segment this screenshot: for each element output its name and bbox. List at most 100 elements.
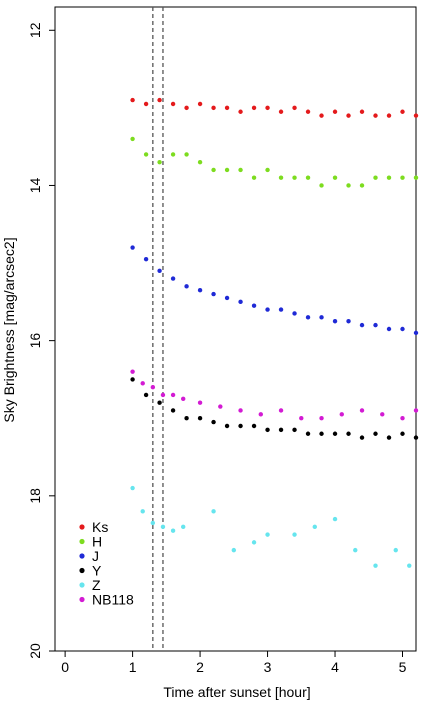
point-z (393, 547, 398, 553)
point-j (238, 299, 243, 305)
point-nb118 (218, 404, 223, 409)
point-j (143, 256, 149, 262)
y-tick-label: 18 (27, 488, 43, 504)
point-j (211, 291, 216, 297)
point-j (197, 288, 203, 293)
point-ks (157, 97, 162, 103)
point-j (251, 303, 257, 308)
legend-label-j: J (92, 548, 99, 564)
point-j (224, 295, 230, 301)
x-axis: 0 1 2 3 4 5 (61, 651, 407, 675)
point-j (184, 284, 189, 289)
point-y (251, 423, 257, 429)
point-ks (305, 109, 311, 114)
point-j (413, 330, 419, 336)
point-ks (224, 105, 230, 111)
legend-marker-y (79, 567, 85, 574)
point-nb118 (413, 408, 419, 413)
point-y (319, 431, 324, 436)
x-tick-label: 1 (129, 659, 137, 675)
x-tick-label: 4 (331, 659, 339, 675)
point-nb118 (160, 392, 166, 398)
point-h (332, 175, 338, 180)
legend-label-ks: Ks (92, 519, 108, 535)
point-z (292, 532, 297, 537)
point-ks (413, 113, 419, 118)
point-ks (292, 105, 297, 111)
point-j (319, 315, 324, 320)
point-ks (278, 109, 284, 114)
y-tick-label: 14 (27, 177, 43, 193)
point-z (231, 547, 237, 553)
point-z (150, 520, 156, 526)
point-ks (184, 105, 189, 111)
point-ks (197, 101, 203, 107)
point-h (386, 175, 392, 180)
point-j (386, 326, 392, 332)
point-j (346, 319, 351, 324)
data-points (130, 97, 419, 568)
x-tick-label: 2 (196, 659, 204, 675)
point-nb118 (278, 408, 284, 413)
y-axis-title: Sky Brightness [mag/arcsec2] (1, 237, 17, 422)
y-axis: 12 14 16 18 20 (27, 22, 55, 659)
point-y (305, 431, 311, 436)
x-tick-label: 5 (399, 659, 407, 675)
point-h (413, 175, 419, 180)
point-h (373, 175, 378, 180)
legend-label-nb118: NB118 (92, 592, 134, 608)
point-ks (373, 113, 378, 118)
point-z (160, 524, 166, 530)
point-h (251, 175, 257, 180)
point-h (292, 175, 297, 180)
point-nb118 (170, 392, 176, 398)
point-h (157, 159, 162, 165)
point-y (130, 377, 135, 382)
point-y (197, 416, 203, 421)
legend-label-y: Y (92, 563, 102, 579)
point-nb118 (359, 408, 365, 413)
point-h (359, 183, 365, 188)
point-z (181, 524, 186, 530)
reference-lines (152, 7, 164, 651)
point-y (386, 435, 392, 440)
legend-marker-nb118 (79, 596, 85, 603)
point-nb118 (130, 369, 135, 374)
point-y (278, 427, 284, 433)
point-nb118 (238, 408, 243, 413)
point-ks (130, 97, 135, 103)
point-y (413, 435, 419, 440)
x-tick-label: 0 (61, 659, 69, 675)
point-y (170, 408, 176, 413)
point-j (359, 322, 365, 328)
point-y (238, 423, 243, 429)
point-y (400, 431, 405, 436)
point-z (353, 547, 358, 553)
point-ks (251, 105, 257, 111)
legend-marker-h (79, 538, 85, 545)
point-j (373, 322, 378, 328)
point-y (224, 423, 230, 429)
point-z (140, 509, 145, 514)
point-nb118 (258, 412, 264, 417)
point-ks (359, 109, 365, 114)
point-h (130, 136, 135, 142)
point-h (224, 167, 230, 173)
legend-label-z: Z (92, 577, 101, 593)
point-ks (143, 101, 149, 107)
point-ks (238, 109, 243, 114)
legend-marker-j (79, 553, 85, 559)
point-nb118 (299, 416, 304, 421)
point-h (319, 183, 324, 188)
point-z (251, 540, 257, 545)
point-y (332, 431, 338, 436)
point-j (170, 276, 176, 281)
point-nb118 (319, 416, 324, 421)
point-j (130, 245, 135, 250)
point-nb118 (197, 400, 203, 405)
point-h (238, 167, 243, 173)
point-y (346, 431, 351, 436)
y-tick-label: 20 (27, 643, 43, 659)
point-z (170, 528, 176, 533)
point-h (211, 167, 216, 173)
